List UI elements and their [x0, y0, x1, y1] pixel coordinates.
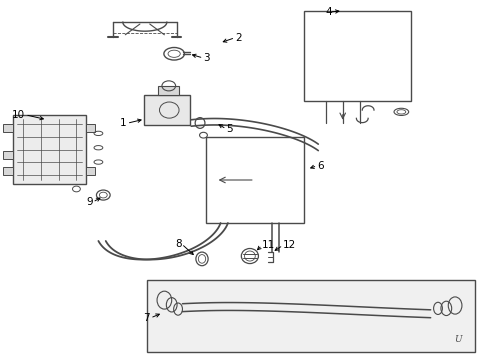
Text: 1: 1	[120, 118, 127, 128]
Bar	[158, 86, 179, 95]
Text: 8: 8	[175, 239, 181, 249]
Text: 5: 5	[226, 124, 233, 134]
Bar	[3, 124, 13, 132]
Text: 7: 7	[144, 313, 150, 323]
Text: 9: 9	[86, 197, 93, 207]
Bar	[86, 125, 95, 132]
Text: 11: 11	[262, 240, 275, 250]
Bar	[3, 167, 13, 175]
Text: 3: 3	[203, 53, 210, 63]
Text: 10: 10	[12, 110, 25, 120]
Text: U: U	[454, 335, 462, 344]
Bar	[86, 167, 95, 175]
Bar	[147, 280, 475, 352]
Bar	[144, 95, 190, 125]
Text: 4: 4	[326, 7, 332, 17]
Bar	[304, 12, 411, 101]
Text: 2: 2	[235, 33, 242, 42]
Bar	[3, 150, 13, 159]
Bar	[13, 116, 86, 184]
Text: 6: 6	[318, 161, 324, 171]
Bar	[206, 137, 304, 223]
Text: 12: 12	[283, 240, 296, 250]
